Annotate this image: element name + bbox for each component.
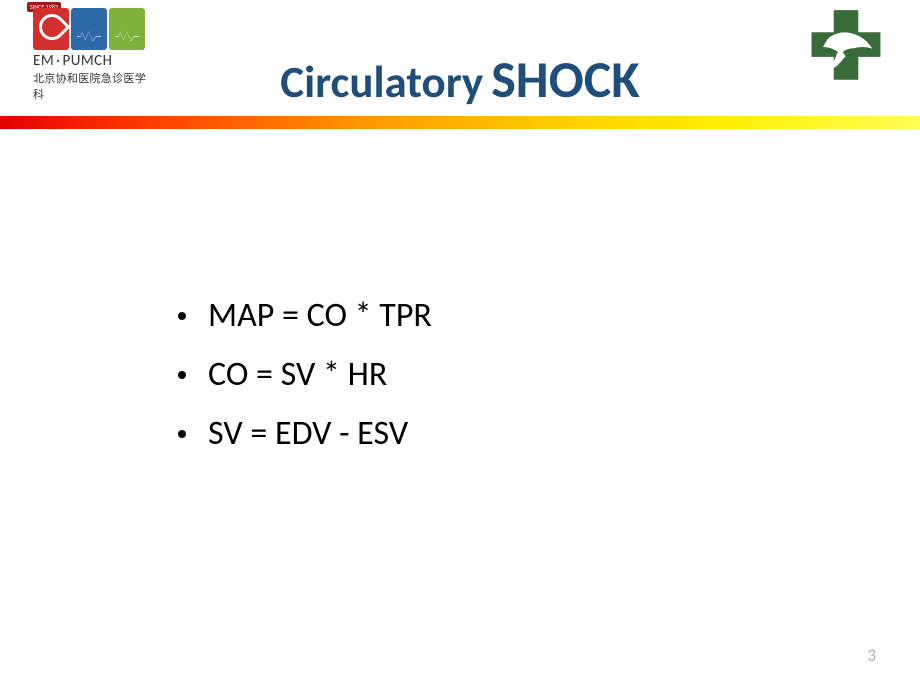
page-number: 3 — [867, 645, 876, 666]
slide-container: SINCE 1983 EM·PUMCH 北京协和医院急诊医学科 Circulat… — [0, 0, 920, 690]
bullet-text: CO = SV * HR — [208, 354, 387, 395]
content-area: MAP = CO * TPR CO = SV * HR SV = EDV - E… — [178, 295, 432, 472]
bullet-item: SV = EDV - ESV — [178, 413, 432, 454]
bullet-dot-icon — [178, 371, 186, 379]
slide-title: CirculatorySHOCK — [0, 47, 920, 111]
logo-left-icons — [33, 8, 153, 50]
logo-ecg-icon — [71, 8, 107, 50]
title-part1: Circulatory — [280, 55, 483, 110]
bullet-item: MAP = CO * TPR — [178, 295, 432, 336]
bullet-dot-icon — [178, 430, 186, 438]
title-part2: SHOCK — [491, 47, 640, 111]
gradient-divider — [0, 116, 920, 129]
logo-heart-icon — [33, 8, 69, 50]
bullet-text: MAP = CO * TPR — [208, 295, 432, 336]
logo-wave-icon — [109, 8, 145, 50]
bullet-item: CO = SV * HR — [178, 354, 432, 395]
bullet-text: SV = EDV - ESV — [208, 413, 408, 454]
bullet-dot-icon — [178, 312, 186, 320]
